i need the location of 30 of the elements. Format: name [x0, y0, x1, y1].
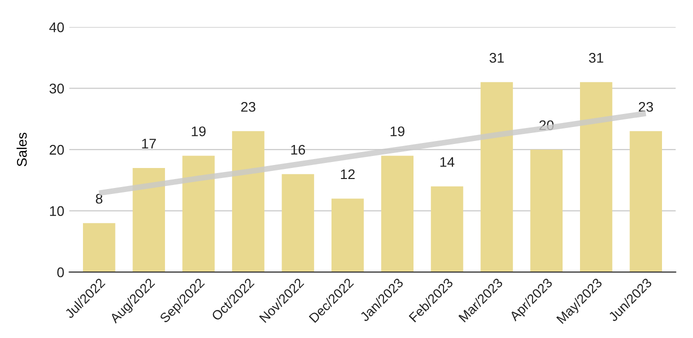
data-label: 17 — [142, 138, 156, 148]
bar — [381, 156, 414, 272]
data-label: 31 — [588, 52, 604, 63]
data-label: 12 — [340, 169, 355, 180]
bar — [430, 186, 464, 272]
bar — [132, 168, 165, 272]
data-label: 31 — [490, 52, 504, 63]
y-tick-label: 40 — [49, 22, 64, 32]
data-label: 19 — [192, 126, 206, 136]
y-tick-label: 10 — [50, 206, 64, 216]
data-label: 20 — [539, 120, 554, 130]
data-label: 8 — [96, 194, 102, 204]
data-label: 16 — [291, 144, 306, 155]
bar — [282, 174, 314, 272]
y-tick-label: 0 — [57, 267, 64, 278]
bar — [530, 150, 563, 272]
bar — [331, 198, 364, 272]
y-tick-label: 20 — [50, 144, 64, 155]
data-label: 19 — [390, 126, 404, 136]
data-label: 14 — [440, 157, 454, 167]
bar — [480, 82, 513, 272]
data-label: 23 — [241, 102, 256, 112]
bar — [232, 131, 264, 272]
bar — [82, 223, 116, 272]
bar — [182, 156, 215, 272]
data-label: 23 — [638, 102, 653, 112]
bar — [630, 131, 662, 272]
y-axis-title: Sales — [16, 132, 27, 166]
y-tick-label: 30 — [50, 84, 64, 94]
bar — [580, 82, 612, 272]
